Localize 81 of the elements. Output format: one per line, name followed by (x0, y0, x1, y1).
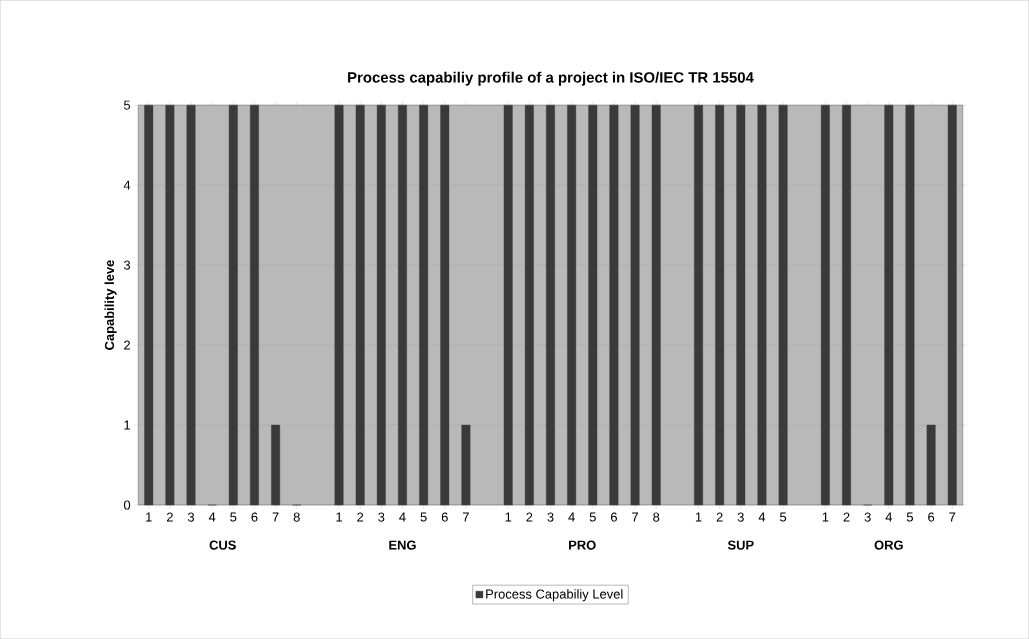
bar (694, 104, 703, 506)
x-tick-label: 7 (462, 512, 469, 522)
x-tick-label: 3 (187, 512, 195, 522)
text: PRO (569, 540, 596, 550)
text: ENG (389, 540, 416, 550)
x-tick-label: 8 (293, 512, 300, 522)
x-tick-label: 7 (272, 512, 279, 522)
x-tick-label: 6 (928, 512, 935, 522)
bar (144, 104, 154, 506)
x-tick-label: 1 (695, 512, 702, 522)
text: SUP (727, 540, 754, 550)
x-tick-label: 7 (632, 512, 639, 522)
x-tick-label: 6 (251, 512, 258, 522)
bar (609, 104, 619, 506)
bar (736, 104, 746, 506)
x-tick-label: 4 (208, 512, 216, 522)
bar (778, 104, 788, 506)
x-tick-label: 2 (357, 512, 364, 522)
x-tick-label: 3 (547, 512, 554, 522)
bar (334, 104, 344, 506)
bar (250, 104, 259, 506)
bar (588, 104, 598, 506)
x-tick-label: 4 (758, 512, 766, 522)
bar (757, 104, 767, 506)
x-tick-label: 5 (906, 512, 914, 522)
bar (228, 104, 238, 506)
chart-title: Process capabiliy profile of a project in ISO/IEC TR 15504 (348, 71, 754, 86)
y-tick-label: 1 (124, 420, 131, 430)
x-tick-label: 1 (505, 512, 512, 522)
bar (419, 104, 429, 506)
x-tick-label: 5 (230, 512, 237, 522)
bar (461, 424, 471, 506)
x-tick-label: 5 (420, 512, 427, 522)
y-tick-label: 0 (123, 500, 131, 510)
bar (884, 104, 894, 506)
bar (567, 104, 577, 506)
y-tick-label: 3 (123, 260, 131, 270)
y-axis-title: Capability leve (104, 260, 117, 350)
bar (440, 104, 450, 506)
x-tick-label: 8 (653, 512, 660, 522)
bar (376, 104, 386, 506)
x-tick-label: 4 (885, 512, 893, 522)
y-tick-label: 2 (124, 340, 130, 350)
bar (165, 104, 175, 506)
bar (651, 104, 661, 506)
bar (271, 424, 281, 506)
x-tick-label: 1 (336, 512, 343, 522)
x-tick-label: 3 (737, 512, 744, 522)
bar (820, 104, 830, 506)
x-tick-label: 2 (843, 512, 850, 522)
text: CUS (209, 540, 236, 550)
x-tick-label: 5 (589, 512, 596, 522)
bar (546, 104, 555, 506)
x-tick-label: 4 (399, 512, 406, 522)
bar (398, 104, 407, 506)
bar (503, 104, 513, 506)
x-tick-label: 3 (864, 512, 871, 522)
x-tick-label: 1 (822, 512, 829, 522)
x-tick-label: 2 (526, 512, 533, 522)
bar (524, 104, 534, 506)
bar (905, 104, 915, 506)
bar (715, 104, 725, 506)
bar (947, 104, 957, 506)
x-tick-label: 4 (568, 512, 575, 522)
text: ORG (874, 540, 903, 550)
bar (186, 104, 196, 506)
x-tick-label: 3 (378, 512, 385, 522)
x-tick-label: 6 (610, 512, 617, 522)
bar (926, 424, 936, 506)
x-tick-label: 6 (441, 512, 448, 522)
x-tick-label: 7 (949, 512, 956, 522)
y-tick-label: 5 (123, 100, 131, 110)
legend-label: Process Capabiliy Level (486, 589, 623, 602)
x-tick-label: 2 (166, 512, 173, 522)
x-tick-label: 5 (780, 512, 787, 522)
bar (630, 104, 640, 506)
x-tick-label: 2 (716, 512, 723, 522)
bar (355, 104, 365, 506)
x-tick-label: 1 (146, 512, 152, 522)
y-tick-label: 4 (123, 180, 131, 190)
bar (842, 104, 851, 506)
